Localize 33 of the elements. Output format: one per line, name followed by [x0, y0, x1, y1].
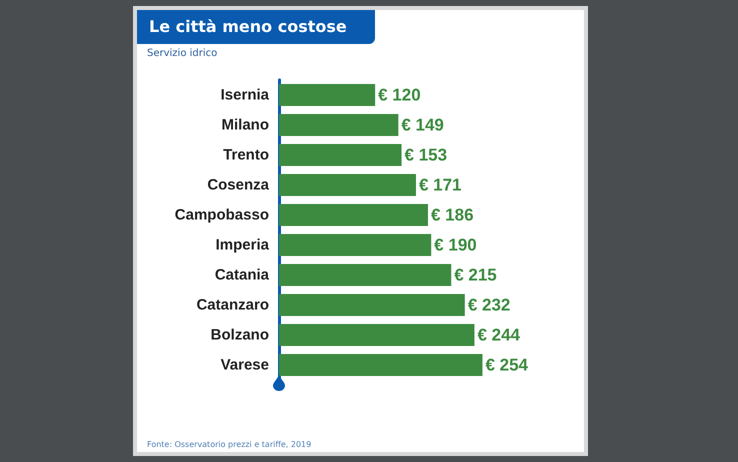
data-label: € 190	[434, 236, 477, 254]
y-tick-label: Bolzano	[210, 326, 269, 344]
bar	[279, 144, 402, 166]
chart-title: Le città meno costose	[137, 10, 375, 44]
bar	[279, 84, 376, 106]
bar	[279, 234, 432, 256]
y-tick-label: Milano	[222, 116, 269, 134]
y-tick-label: Cosenza	[207, 176, 270, 194]
bar	[279, 204, 428, 226]
y-tick-label: Catanzaro	[196, 296, 269, 314]
data-label: € 153	[404, 146, 448, 164]
bar	[279, 324, 474, 346]
data-label: € 254	[485, 356, 529, 374]
bar	[279, 354, 482, 376]
data-label: € 149	[401, 116, 444, 134]
bar	[279, 174, 416, 196]
bar	[279, 114, 398, 136]
data-label: € 215	[454, 266, 497, 284]
y-tick-label: Campobasso	[174, 206, 269, 224]
y-tick-label: Imperia	[216, 236, 270, 254]
y-tick-label: Trento	[223, 146, 269, 164]
bar	[279, 294, 465, 316]
y-tick-label: Catania	[214, 266, 270, 284]
data-label: € 120	[378, 86, 421, 104]
bar	[279, 264, 452, 286]
data-label: € 232	[468, 296, 510, 314]
y-tick-label: Varese	[220, 356, 269, 374]
text: Servizio idrico	[147, 48, 218, 59]
source-note: Fonte: Osservatorio prezzi e tariffe, 2019	[147, 440, 312, 449]
y-tick-label: Isernia	[220, 86, 270, 104]
data-label: € 171	[418, 176, 462, 194]
data-label: € 244	[477, 326, 521, 344]
data-label: € 186	[430, 206, 474, 224]
